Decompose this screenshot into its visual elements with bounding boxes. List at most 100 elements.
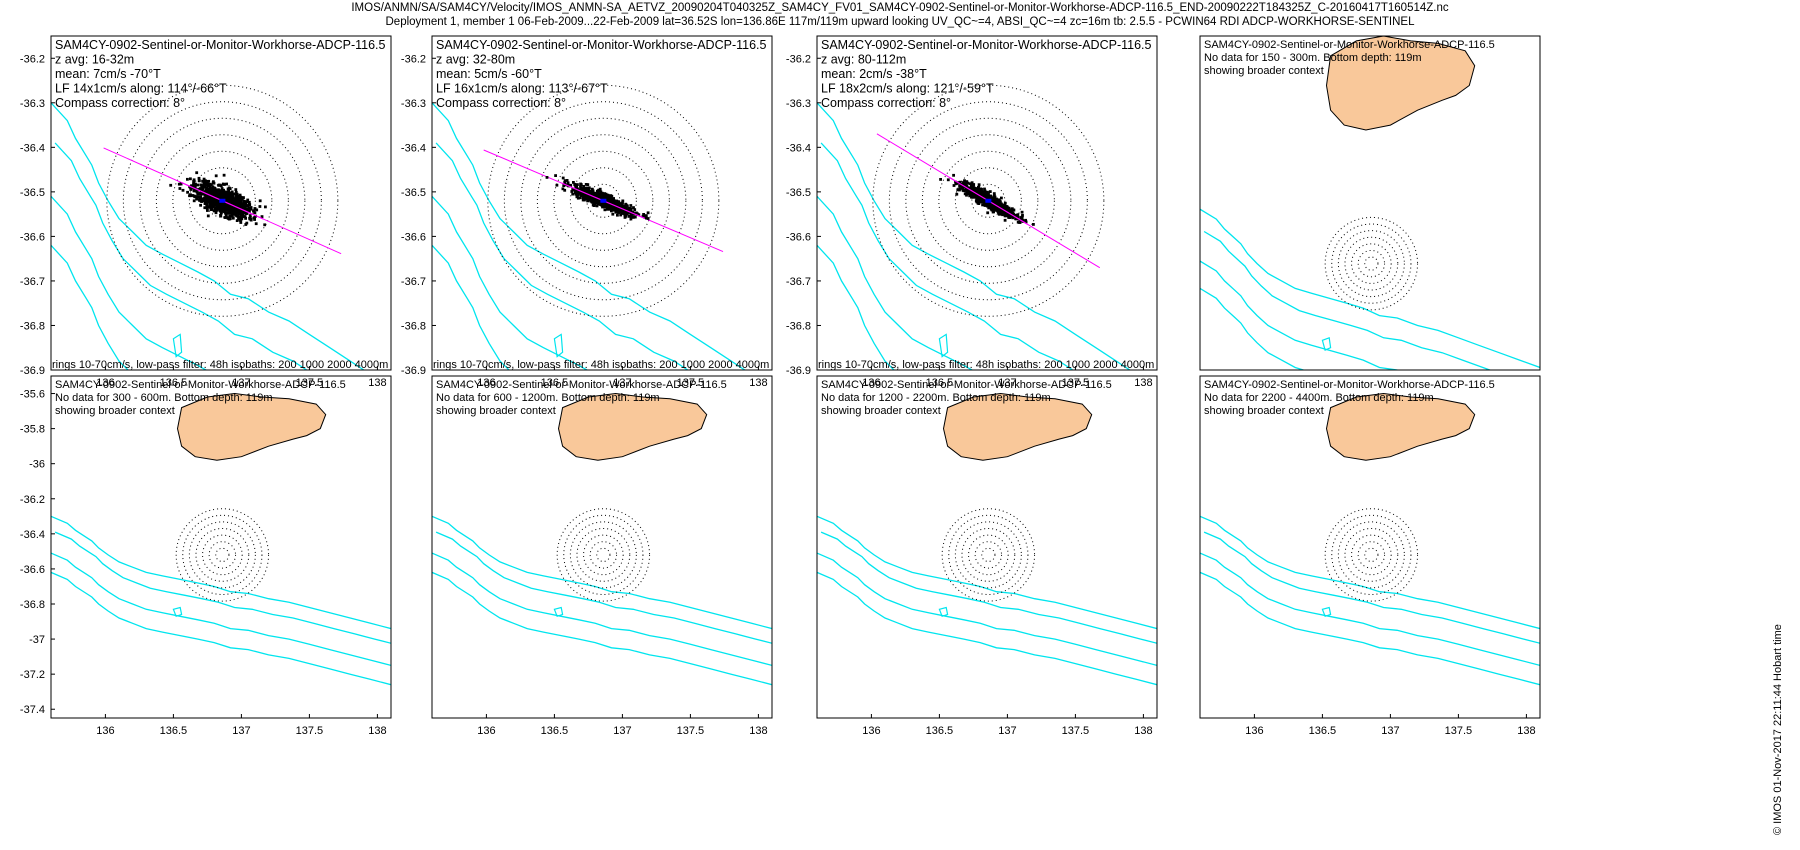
velocity-point: [583, 197, 587, 201]
speed-ring-40cms: [155, 134, 289, 268]
velocity-point: [220, 191, 224, 195]
ytick-label: -37: [29, 634, 45, 646]
velocity-point: [253, 216, 256, 219]
velocity-point: [952, 184, 956, 187]
speed-ring-10cms: [981, 547, 996, 562]
velocity-point: [253, 218, 256, 221]
velocity-point: [223, 194, 227, 198]
speed-ring-40cms: [1344, 236, 1399, 291]
figure-title-line-1: IMOS/ANMN/SA/SAM4CY/Velocity/IMOS_ANMN-S…: [351, 2, 1449, 14]
land-kangaroo-island: [942, 392, 1093, 461]
speed-ring-60cms: [1331, 514, 1412, 595]
velocity-point: [952, 173, 955, 177]
velocity-point: [1004, 211, 1007, 215]
velocity-point: [181, 188, 185, 192]
velocity-point: [616, 213, 619, 217]
velocity-point: [642, 213, 645, 216]
velocity-point: [579, 194, 583, 198]
velocity-point: [227, 190, 231, 193]
velocity-point: [627, 210, 630, 214]
speed-ring-50cms: [905, 117, 1072, 284]
velocity-point: [264, 205, 267, 209]
speed-ring-10cms: [1364, 256, 1379, 271]
isobath-line-1: [51, 515, 391, 630]
speed-ring-70cms: [556, 508, 651, 602]
velocity-point: [260, 215, 264, 218]
isobath-line-4: [817, 571, 1157, 686]
velocity-point: [252, 209, 256, 213]
velocity-point: [217, 201, 221, 204]
velocity-point: [972, 183, 976, 186]
velocity-point: [230, 196, 234, 200]
panel-title: SAM4CY-0902-Sentinel-or-Monitor-Workhors…: [1204, 379, 1495, 391]
ytick-label: -35.6: [20, 389, 45, 401]
velocity-point: [977, 183, 981, 187]
velocity-point: [209, 206, 213, 210]
speed-ring-70cms: [175, 508, 270, 602]
isobath-line-2: [54, 142, 308, 370]
panel-footer: rings 10-70cm/s, low-pass filter: 48h is…: [433, 359, 769, 371]
velocity-point: [633, 208, 637, 211]
speed-ring-30cms: [202, 534, 243, 576]
velocity-point: [997, 198, 1001, 202]
plot-area: [51, 84, 365, 370]
xtick-label: 136.5: [160, 725, 188, 737]
copyright-timestamp: © IMOS 01-Nov-2017 22:11:44 Hobart time: [1772, 624, 1784, 835]
velocity-point: [591, 203, 595, 207]
speed-ring-70cms: [1324, 508, 1419, 602]
velocity-point: [963, 179, 966, 183]
velocity-point: [1014, 217, 1017, 220]
velocity-point: [247, 202, 251, 206]
isobath-line-1: [432, 102, 746, 370]
velocity-point: [1003, 218, 1007, 222]
velocity-point: [204, 194, 208, 198]
velocity-point: [227, 216, 231, 220]
panel-info-line-2: showing broader context: [821, 405, 941, 417]
velocity-point: [202, 181, 206, 185]
speed-ring-60cms: [563, 514, 644, 595]
velocity-point: [200, 184, 204, 188]
velocity-point: [219, 192, 222, 195]
velocity-point: [576, 183, 579, 186]
velocity-point: [196, 195, 199, 199]
xtick-label: 136: [96, 377, 114, 389]
velocity-point: [634, 212, 637, 216]
velocity-point: [200, 186, 203, 189]
velocity-point: [231, 210, 235, 213]
velocity-point: [619, 209, 622, 213]
velocity-point: [228, 214, 232, 218]
velocity-point: [1006, 212, 1010, 216]
velocity-point: [992, 208, 995, 212]
velocity-point: [627, 215, 631, 218]
velocity-point: [1018, 221, 1021, 224]
velocity-point: [206, 209, 209, 212]
velocity-point: [615, 199, 619, 203]
isobath-line-2: [54, 531, 391, 644]
xtick-label: 136.5: [926, 725, 954, 737]
velocity-point: [225, 190, 228, 194]
velocity-point: [253, 211, 257, 215]
isobath-line-3: [1200, 552, 1540, 667]
velocity-point: [632, 206, 635, 209]
speed-ring-30cms: [938, 150, 1039, 251]
ytick-label: -36.5: [401, 187, 426, 199]
velocity-point: [973, 193, 976, 197]
ytick-label: -36.6: [20, 231, 45, 243]
velocity-point: [645, 216, 648, 220]
speed-ring-10cms: [1364, 547, 1379, 562]
velocity-point: [616, 209, 620, 213]
velocity-point: [242, 206, 245, 210]
xtick-label: 137.5: [677, 377, 705, 389]
speed-ring-30cms: [968, 534, 1009, 576]
velocity-point: [211, 200, 214, 204]
velocity-point: [237, 215, 241, 219]
velocity-point: [994, 208, 998, 212]
xtick-label: 137: [613, 725, 631, 737]
xtick-label: 136.5: [926, 377, 954, 389]
velocity-point: [582, 195, 586, 199]
speed-ring-60cms: [888, 101, 1088, 301]
land-kangaroo-island: [1325, 36, 1476, 131]
xtick-label: 136.5: [1309, 725, 1337, 737]
panel-title: SAM4CY-0902-Sentinel-or-Monitor-Workhors…: [821, 38, 1152, 52]
isobath-line-3: [432, 195, 589, 370]
